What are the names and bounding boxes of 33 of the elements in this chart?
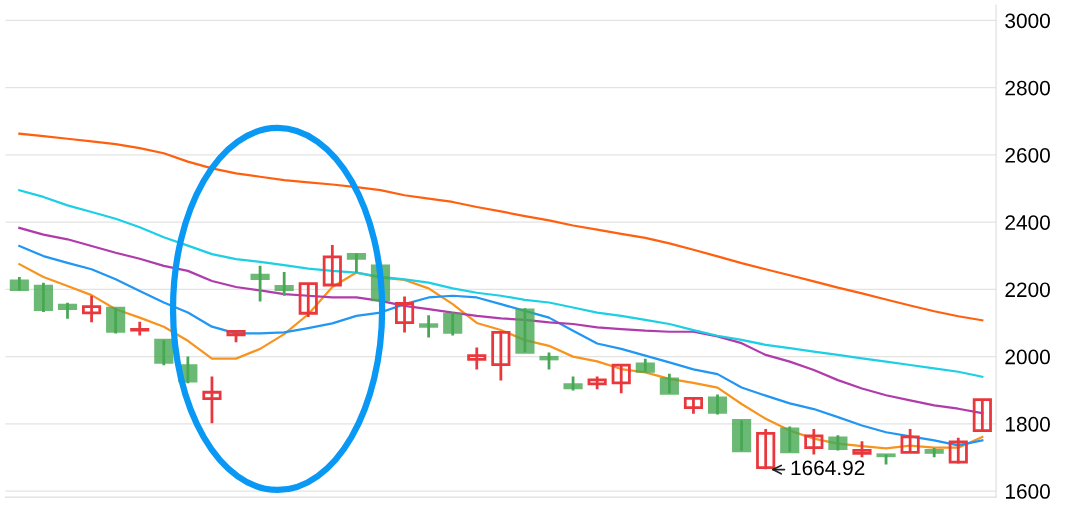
- candlestick: [900, 427, 920, 454]
- y-tick-label: 2200: [1005, 282, 1050, 298]
- candlestick: [659, 372, 679, 395]
- candlestick: [972, 398, 992, 432]
- candlestick: [467, 346, 487, 371]
- y-tick-label: 1800: [1005, 416, 1050, 432]
- annotation: 1664.92: [791, 460, 865, 476]
- candlestick: [780, 425, 800, 454]
- candlestick: [804, 427, 824, 456]
- candlestick: [82, 294, 102, 324]
- candlestick: [154, 338, 174, 367]
- candlestick: [106, 306, 126, 335]
- candlestick: [419, 313, 439, 339]
- candlestick: [346, 252, 366, 274]
- y-tick-label: 2400: [1005, 215, 1050, 230]
- y-tick-label: 2600: [1005, 147, 1050, 163]
- candlestick: [394, 295, 415, 334]
- candlestick: [250, 264, 270, 303]
- line-series: [18, 132, 984, 322]
- candlestick: [491, 331, 511, 382]
- candlestick: [322, 243, 342, 287]
- candlestick: [948, 436, 968, 465]
- candlestick: [33, 281, 53, 314]
- y-tick-label: 2800: [1005, 80, 1050, 96]
- y-tick-label: 3000: [1005, 13, 1050, 29]
- candlestick: [274, 270, 294, 298]
- y-tick-label: 1600: [1005, 484, 1050, 499]
- candlestick: [298, 282, 318, 319]
- line-series: [18, 189, 984, 378]
- line-series: [18, 226, 984, 415]
- y-tick-label: 2000: [1005, 349, 1050, 365]
- candlestick: [202, 375, 222, 425]
- candlestick: [611, 362, 631, 395]
